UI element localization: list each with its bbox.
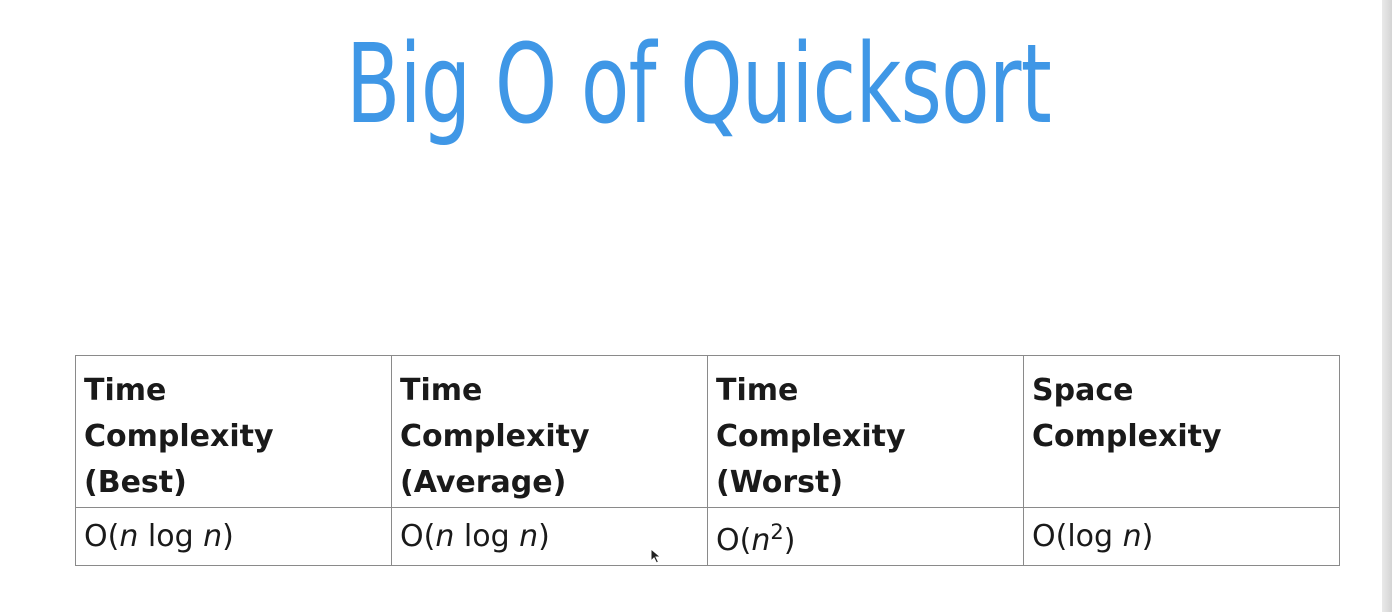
value-var: n <box>435 518 455 554</box>
value-time-worst: O(n2) <box>707 507 1024 566</box>
header-line: Complexity <box>716 419 906 454</box>
table-header-row: Time Complexity (Best) Time Complexity (… <box>75 355 1340 508</box>
value-text: ) <box>538 518 550 554</box>
value-var: n <box>119 518 139 554</box>
header-line: Time <box>84 373 167 408</box>
header-line: Time <box>716 373 799 408</box>
value-text: O( <box>400 518 436 554</box>
value-space: O(log n) <box>1023 507 1340 566</box>
header-line: Space <box>1032 373 1134 408</box>
value-text: ) <box>1141 518 1154 554</box>
value-var: n <box>1122 518 1142 554</box>
header-line: Complexity <box>1032 419 1222 454</box>
complexity-table: Time Complexity (Best) Time Complexity (… <box>75 355 1340 566</box>
value-text: O( <box>716 523 752 558</box>
header-line: Time <box>400 373 483 408</box>
value-text: ) <box>222 518 234 554</box>
header-line: (Worst) <box>716 465 844 500</box>
header-time-worst: Time Complexity (Worst) <box>707 355 1024 508</box>
header-space: Space Complexity <box>1023 355 1340 508</box>
value-text: O( <box>84 518 120 554</box>
header-line: Complexity <box>400 419 590 454</box>
value-time-best: O(n log n) <box>75 507 392 566</box>
header-line: (Best) <box>84 465 187 500</box>
header-time-best: Time Complexity (Best) <box>75 355 392 508</box>
header-time-average: Time Complexity (Average) <box>391 355 708 508</box>
value-var: n <box>203 518 223 554</box>
value-text: ) <box>783 523 796 558</box>
value-text: log <box>454 518 520 554</box>
value-text: log <box>138 518 204 554</box>
header-line: (Average) <box>400 465 567 500</box>
window-edge <box>1382 0 1392 612</box>
value-var: n <box>751 523 771 558</box>
value-text: O(log <box>1032 518 1123 554</box>
table-value-row: O(n log n) O(n log n) O(n2) O(log n) <box>75 507 1340 566</box>
slide-title: Big O of Quicksort <box>345 20 1052 148</box>
value-var: n <box>519 518 539 554</box>
value-exponent: 2 <box>770 520 784 544</box>
header-line: Complexity <box>84 419 274 454</box>
